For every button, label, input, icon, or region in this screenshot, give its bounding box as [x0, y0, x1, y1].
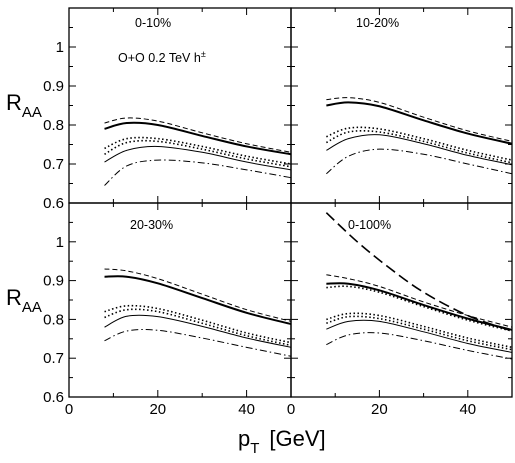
panel-label-2: 10-20%: [356, 16, 399, 30]
series-dashdot-6: [104, 159, 291, 186]
y-tick-label-bottom: 0.6: [43, 389, 64, 406]
axis-labels-layer: RAA RAA pT [GeV] O+O 0.2 TeV h±: [6, 49, 326, 457]
y-tick-label-top: 0.9: [43, 78, 64, 95]
series-longdash-8: [325, 212, 512, 332]
series-dotted-3: [326, 126, 512, 161]
panel-frame-2: [290, 7, 513, 204]
series-dashed-1: [326, 97, 512, 142]
ticks-panel-2: [290, 8, 513, 204]
ylabel-bottom: RAA: [6, 285, 42, 316]
series-solid-5: [104, 145, 291, 171]
panel-1: 0-10%: [68, 7, 292, 204]
y-tick-label-bottom: 0.7: [43, 350, 64, 367]
panel-frame-4: [290, 202, 513, 398]
x-tick-label-col-1: 0: [65, 401, 73, 418]
curves-panel-2: [325, 97, 512, 175]
x-tick-label-col-2: 20: [371, 401, 388, 418]
y-tick-label-bottom: 0.9: [43, 273, 64, 290]
series-dashdot-6: [104, 329, 291, 357]
series-dashdot-6: [326, 148, 512, 175]
y-tick-label-top: 0.7: [43, 156, 64, 173]
x-tick-label-col-1: 40: [238, 401, 255, 418]
panel-frame-1: [68, 7, 292, 204]
series-solid-6: [326, 319, 512, 353]
x-tick-label-col-2: 40: [459, 401, 476, 418]
panel-label-4: 0-100%: [348, 218, 391, 232]
xlabel: pT [GeV]: [238, 426, 326, 457]
y-tick-label-bottom: 1: [56, 234, 64, 251]
ticks-panel-1: [68, 8, 292, 204]
series-dotted-3: [326, 285, 512, 332]
ylabel-top: RAA: [6, 90, 42, 121]
x-tick-label-col-2: 0: [287, 401, 295, 418]
series-solid-thick-2: [326, 101, 512, 145]
series-dashed-1: [104, 117, 291, 153]
panel-label-1: 0-10%: [135, 16, 171, 30]
series-dashdot-7: [326, 332, 512, 360]
panel-frame-3: [68, 202, 292, 398]
system-label: O+O 0.2 TeV h±: [118, 49, 206, 65]
series-solid-thick-2: [326, 282, 512, 331]
curves-panel-4: [325, 212, 512, 360]
series-solid-thick-2: [104, 121, 291, 156]
y-tick-label-top: 0.8: [43, 117, 64, 134]
series-dotted-5: [326, 315, 512, 351]
series-dotted-4: [104, 308, 291, 347]
panel-label-3: 20-30%: [130, 218, 173, 232]
panel-4: 0-100%: [290, 202, 513, 398]
panel-2: 10-20%: [290, 7, 513, 204]
series-dotted-4: [325, 129, 512, 164]
panels-layer: 0-10% 10-20%20-30% 0-100%0.60.70.80.910.60…: [43, 7, 513, 418]
curves-panel-3: [104, 268, 291, 357]
ticks-panel-4: [290, 203, 513, 398]
x-tick-label-col-1: 20: [149, 401, 166, 418]
series-dotted-3: [104, 304, 291, 344]
series-dashed-1: [104, 268, 291, 322]
y-tick-label-top: 1: [56, 39, 64, 56]
series-dotted-4: [326, 312, 512, 349]
series-dashed-1: [326, 274, 512, 328]
series-solid-5: [326, 134, 512, 166]
ticks-panel-3: [68, 203, 292, 398]
series-solid-thick-2: [104, 275, 291, 326]
series-dotted-3: [104, 136, 291, 165]
y-tick-label-top: 0.6: [43, 195, 64, 212]
panel-3: 20-30%: [68, 202, 292, 398]
y-tick-label-bottom: 0.8: [43, 311, 64, 328]
curves-panel-1: [104, 117, 291, 186]
series-solid-5: [104, 314, 291, 348]
